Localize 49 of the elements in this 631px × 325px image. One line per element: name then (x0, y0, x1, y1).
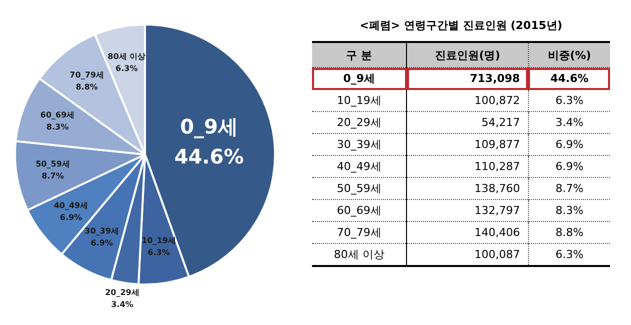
data-label: 8.8% (528, 222, 610, 244)
text: 진료인원(명) (406, 42, 528, 68)
data-label: 8.3% (46, 122, 69, 132)
category-label: 70_79세 (312, 222, 407, 244)
category-label: 30_39세 (312, 134, 407, 156)
category-label: 80세 이상 (312, 244, 407, 266)
category-label: 60_69세 (312, 200, 407, 222)
data-label: 109,877 (406, 134, 528, 156)
data-label: 3.4% (528, 112, 610, 134)
data-label: 6.9% (90, 238, 113, 248)
data-label: 100,087 (406, 244, 528, 266)
data-label: 8.8% (76, 82, 98, 92)
data-label: 140,406 (406, 222, 528, 244)
category-label: 40_49세 (312, 156, 407, 178)
data-label: 54,217 (406, 112, 528, 134)
slice-label: 30_39세 (84, 226, 119, 236)
category-label: 20_29세 (312, 112, 407, 134)
category-label: 10_19세 (312, 90, 407, 112)
data-label: 132,797 (406, 200, 528, 222)
slice-label: 60_69세 (40, 110, 75, 120)
data-label: 8.3% (528, 200, 610, 222)
slice-label: 80세 이상 (108, 52, 146, 61)
slice-label: 10_19세 (142, 236, 176, 246)
legend-label: 비중(%) (528, 42, 610, 68)
data-label: 3.4% (111, 300, 134, 309)
data-label: 110,287 (406, 156, 528, 178)
data-label: 8.7% (42, 171, 64, 180)
data-label: 6.3% (148, 248, 170, 258)
slice-label: 20_29세 (105, 288, 140, 297)
category-label: 50_59세 (312, 178, 407, 200)
data-label: 100,872 (406, 90, 528, 112)
text: <폐렴> 연령구간별 진료인원 (2015년) (358, 18, 564, 33)
text: 구 분 (312, 42, 407, 68)
category-label: 0_9세 (312, 68, 407, 90)
data-label: 8.7% (528, 178, 610, 200)
data-label: 6.9% (528, 134, 610, 156)
data-label: 6.9% (528, 156, 610, 178)
data-label: 6.9% (60, 212, 82, 222)
slice-label: 40_49세 (54, 200, 88, 210)
slice-label: 50_59세 (36, 159, 70, 168)
data-label: 6.3% (528, 90, 610, 112)
slice-label: 0_9세 (180, 114, 238, 139)
data-label: 713,098 (406, 68, 528, 90)
data-label: 44.6% (174, 144, 244, 169)
data-label: 6.3% (528, 244, 610, 266)
slice-label: 70_79세 (70, 70, 104, 80)
data-label: 138,760 (406, 178, 528, 200)
data-label: 6.3% (116, 64, 138, 73)
data-label: 44.6% (528, 68, 610, 90)
